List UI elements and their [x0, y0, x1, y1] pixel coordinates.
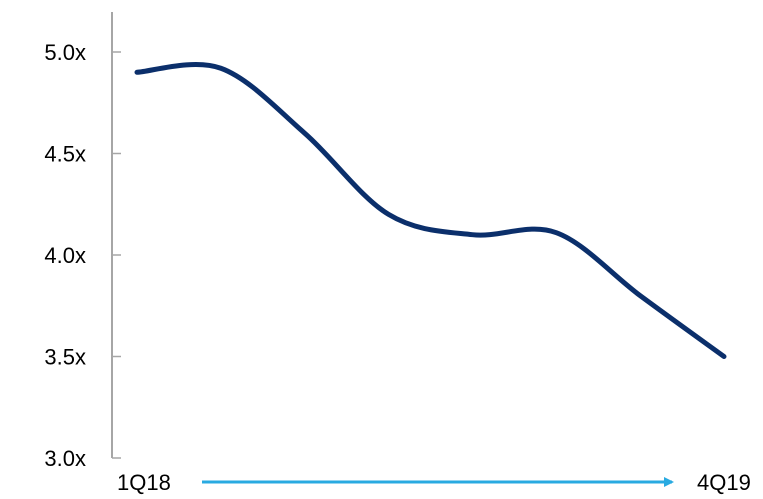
y-tick-label: 5.0x — [44, 40, 86, 65]
y-tick-label: 4.5x — [44, 142, 86, 167]
y-tick-label: 4.0x — [44, 243, 86, 268]
y-tick-labels: 5.0x 4.5x 4.0x 3.5x 3.0x — [44, 40, 86, 471]
series-line — [134, 62, 727, 359]
y-tick-label: 3.5x — [44, 345, 86, 370]
x-tick-label-start: 1Q18 — [117, 470, 171, 495]
x-tick-label-end: 4Q19 — [697, 470, 751, 495]
y-ticks — [112, 51, 121, 459]
y-tick-label: 3.0x — [44, 446, 86, 471]
x-axis: 1Q18 4Q19 — [117, 470, 751, 495]
